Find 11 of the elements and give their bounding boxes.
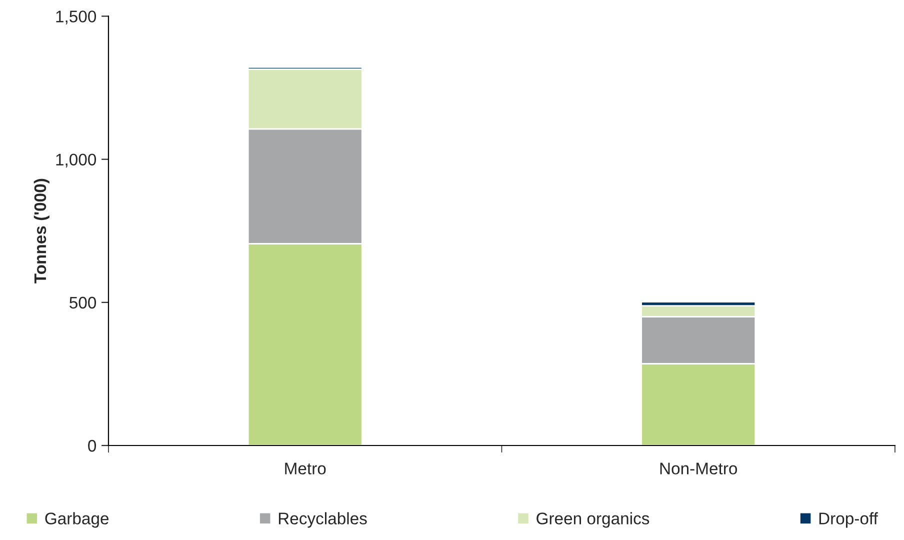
y-tick-label: 1,000 (56, 154, 96, 168)
x-tick-label: Metro (285, 462, 326, 474)
legend-label: Garbage (45, 512, 109, 528)
y-tick-label: 1,500 (56, 10, 96, 24)
legend-label: Drop-off (819, 512, 878, 528)
y-tick-label: 500 (70, 296, 96, 309)
legend-label: Recyclables (278, 512, 367, 528)
x-tick-label: Non-Metro (660, 462, 738, 474)
y-tick-label: 0 (88, 440, 96, 452)
legend-label: Green organics (536, 512, 650, 528)
y-axis-title: Tonnes ('000) (34, 178, 50, 284)
